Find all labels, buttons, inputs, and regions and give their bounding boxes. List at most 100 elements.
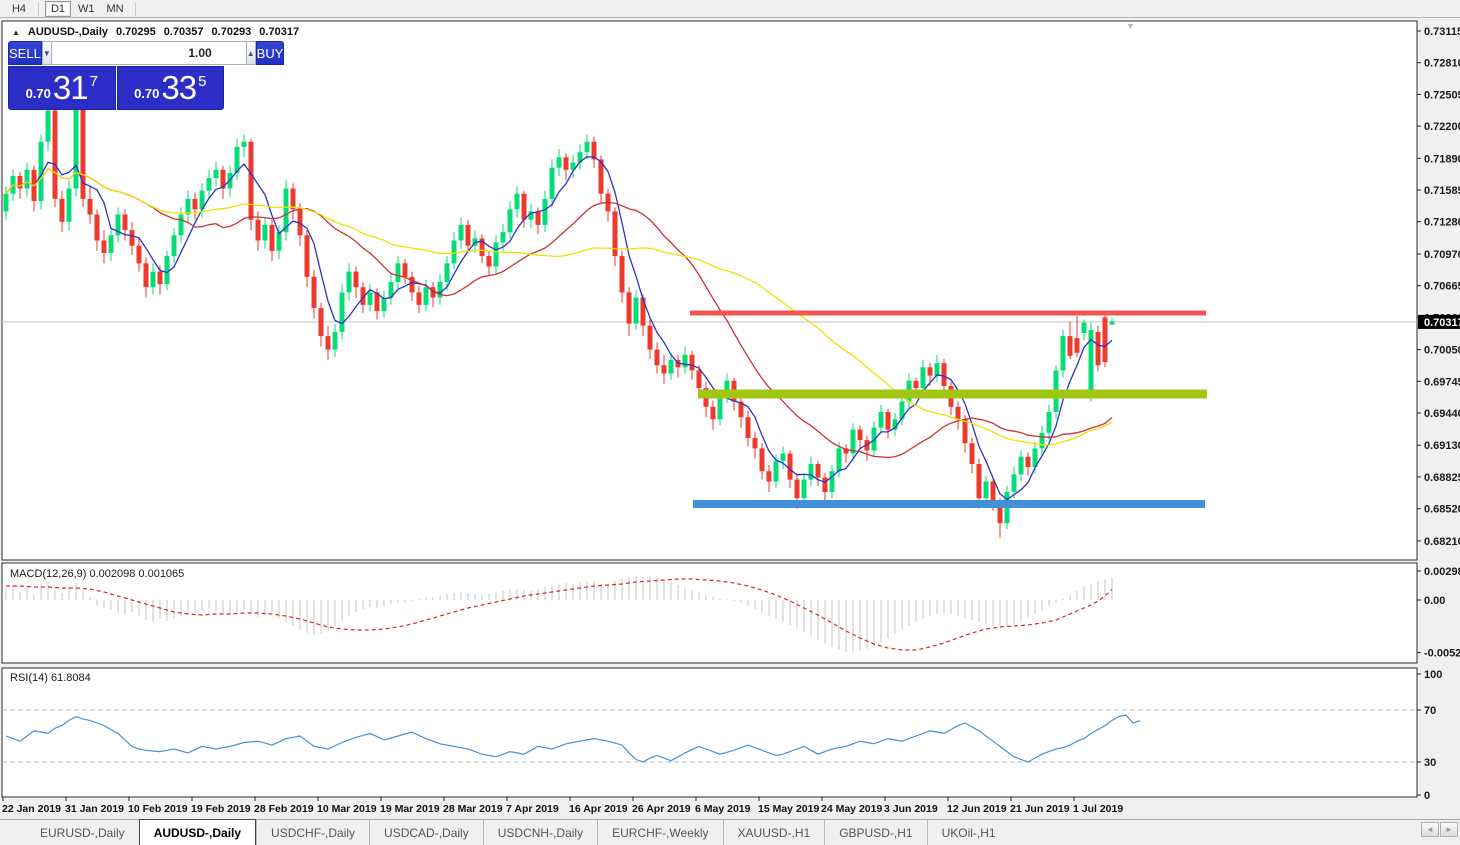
- current-price-tag: 0.70317: [1418, 314, 1460, 329]
- timeframe-button-mn[interactable]: MN: [106, 2, 124, 15]
- ma-line-21: [5, 167, 1113, 459]
- svg-text:3 Jun 2019: 3 Jun 2019: [884, 803, 938, 815]
- svg-text:0.70050: 0.70050: [1424, 345, 1460, 357]
- symbol-tabbar: EURUSD-,Daily AUDUSD-,Daily USDCHF-,Daily U…: [0, 819, 1460, 845]
- svg-text:0.68520: 0.68520: [1424, 504, 1460, 516]
- ohlc-high: 0.70357: [163, 26, 204, 38]
- sell-price-prefix: 0.70: [25, 85, 51, 101]
- symbol-tab-eurusd[interactable]: EURUSD-,Daily: [40, 825, 125, 840]
- sell-price-display[interactable]: 0.70 31 7: [8, 66, 116, 110]
- rsi-line: [5, 714, 1141, 763]
- timeframe-button-d1[interactable]: D1: [45, 0, 71, 17]
- svg-text:7 Apr 2019: 7 Apr 2019: [506, 803, 559, 815]
- svg-text:0.68210: 0.68210: [1424, 536, 1460, 548]
- macd-axis: 0.002984 0.00 -0.005256: [1417, 566, 1460, 660]
- svg-text:6 May 2019: 6 May 2019: [695, 803, 751, 815]
- macd-histogram: [5, 576, 1113, 652]
- svg-text:0.70970: 0.70970: [1424, 249, 1460, 261]
- svg-text:0.69130: 0.69130: [1424, 440, 1460, 452]
- svg-text:10 Feb 2019: 10 Feb 2019: [128, 803, 188, 815]
- date-axis: 22 Jan 2019 31 Jan 2019 10 Feb 2019 19 Feb …: [2, 797, 1123, 815]
- timeframe-button-h4[interactable]: H4: [11, 2, 27, 15]
- svg-text:0.68825: 0.68825: [1424, 472, 1460, 484]
- rsi-axis: 100 70 30 0: [1417, 669, 1442, 802]
- macd-panel[interactable]: [1, 562, 1418, 664]
- svg-text:0.002984: 0.002984: [1424, 566, 1460, 578]
- symbol-tab-usdcnh[interactable]: USDCNH-,Daily: [482, 820, 597, 845]
- rsi-label: RSI(14) 61.8084: [10, 672, 91, 684]
- svg-text:28 Mar 2019: 28 Mar 2019: [443, 803, 503, 815]
- svg-text:0.70665: 0.70665: [1424, 281, 1460, 293]
- chart-header: ▲ AUDUSD-,Daily 0.70295 0.70357 0.70293 …: [12, 26, 299, 38]
- svg-text:0.71890: 0.71890: [1424, 153, 1460, 165]
- one-click-trading-widget: SELL ▼ ▲ BUY 0.70 31 7 0.70 33 5: [8, 41, 285, 110]
- symbol-tab-eurchf[interactable]: EURCHF-,Weekly: [597, 820, 722, 845]
- tab-scroll-left-icon[interactable]: ◄: [1421, 822, 1439, 837]
- svg-text:0.71585: 0.71585: [1424, 185, 1460, 197]
- svg-text:28 Feb 2019: 28 Feb 2019: [254, 803, 314, 815]
- ohlc-low: 0.70293: [211, 26, 252, 38]
- svg-text:0.72505: 0.72505: [1424, 89, 1460, 101]
- svg-text:21 Jun 2019: 21 Jun 2019: [1010, 803, 1070, 815]
- svg-text:70: 70: [1424, 705, 1436, 717]
- macd-label: MACD(12,26,9) 0.002098 0.001065: [10, 568, 185, 580]
- svg-text:-0.005256: -0.005256: [1424, 648, 1460, 660]
- chart-symbol-label: AUDUSD-,Daily: [27, 26, 108, 38]
- ma-line-45: [5, 167, 1113, 446]
- svg-text:0.72200: 0.72200: [1424, 121, 1460, 133]
- ohlc-open: 0.70295: [116, 26, 156, 38]
- svg-text:26 Apr 2019: 26 Apr 2019: [632, 803, 691, 815]
- svg-text:0.70317: 0.70317: [1424, 317, 1460, 329]
- svg-text:22 Jan 2019: 22 Jan 2019: [2, 803, 61, 815]
- buy-price-prefix: 0.70: [134, 85, 160, 101]
- ma-line-5: [5, 156, 1113, 501]
- symbol-tab-gbpusd[interactable]: GBPUSD-,H1: [824, 820, 926, 845]
- svg-text:0.69440: 0.69440: [1424, 408, 1460, 420]
- volume-input[interactable]: [51, 41, 246, 65]
- svg-text:31 Jan 2019: 31 Jan 2019: [65, 803, 124, 815]
- ohlc-close: 0.70317: [259, 26, 300, 38]
- svg-text:0.00: 0.00: [1424, 595, 1445, 607]
- svg-text:30: 30: [1424, 757, 1436, 769]
- volume-decrease-button[interactable]: ▼: [41, 41, 52, 65]
- symbol-tab-ukoil[interactable]: UKOil-,H1: [926, 820, 1010, 845]
- tab-scroll-buttons: ◄ ►: [1421, 822, 1458, 837]
- svg-text:12 Jun 2019: 12 Jun 2019: [947, 803, 1007, 815]
- buy-button[interactable]: BUY: [255, 41, 285, 65]
- sell-price-sup: 7: [89, 72, 98, 90]
- symbol-tab-usdcad[interactable]: USDCAD-,Daily: [369, 820, 483, 845]
- timeframe-toolbar: H4 D1 W1 MN: [0, 0, 1460, 18]
- buy-price-display[interactable]: 0.70 33 5: [116, 66, 224, 110]
- buy-price-sup: 5: [198, 72, 207, 90]
- svg-text:0.72810: 0.72810: [1424, 58, 1460, 70]
- sell-price-big: 31: [52, 69, 89, 106]
- collapse-icon[interactable]: ▲: [12, 27, 20, 37]
- svg-text:1 Jul 2019: 1 Jul 2019: [1073, 803, 1123, 815]
- svg-text:0.71280: 0.71280: [1424, 217, 1460, 229]
- svg-text:100: 100: [1424, 669, 1442, 681]
- svg-text:24 May 2019: 24 May 2019: [821, 803, 882, 815]
- macd-signal-line: [6, 578, 1113, 651]
- volume-increase-button[interactable]: ▲: [245, 41, 256, 65]
- sell-button[interactable]: SELL: [8, 41, 42, 65]
- svg-text:19 Feb 2019: 19 Feb 2019: [191, 803, 251, 815]
- toolbar-separator: [134, 1, 136, 16]
- svg-text:10 Mar 2019: 10 Mar 2019: [317, 803, 377, 815]
- buy-price-big: 33: [161, 69, 197, 106]
- symbol-tab-usdchf[interactable]: USDCHF-,Daily: [256, 820, 369, 845]
- main-chart-panel[interactable]: [1, 20, 1418, 561]
- svg-text:0.73115: 0.73115: [1424, 26, 1460, 38]
- toolbar-separator: [38, 1, 39, 16]
- svg-text:0.69745: 0.69745: [1424, 376, 1460, 388]
- chart-dropdown-icon[interactable]: ▼: [1126, 21, 1135, 31]
- svg-text:0: 0: [1424, 790, 1430, 802]
- symbol-tab-xauusd[interactable]: XAUUSD-,H1: [722, 820, 825, 845]
- price-axis: 0.73115 0.72810 0.72505 0.72200 0.71890 0.715…: [1417, 26, 1460, 548]
- timeframe-button-w1[interactable]: W1: [78, 2, 95, 15]
- symbol-tab-audusd[interactable]: AUDUSD-,Daily: [138, 819, 257, 845]
- rsi-panel[interactable]: [1, 667, 1418, 798]
- svg-text:19 Mar 2019: 19 Mar 2019: [380, 803, 440, 815]
- tab-scroll-right-icon[interactable]: ►: [1440, 822, 1458, 837]
